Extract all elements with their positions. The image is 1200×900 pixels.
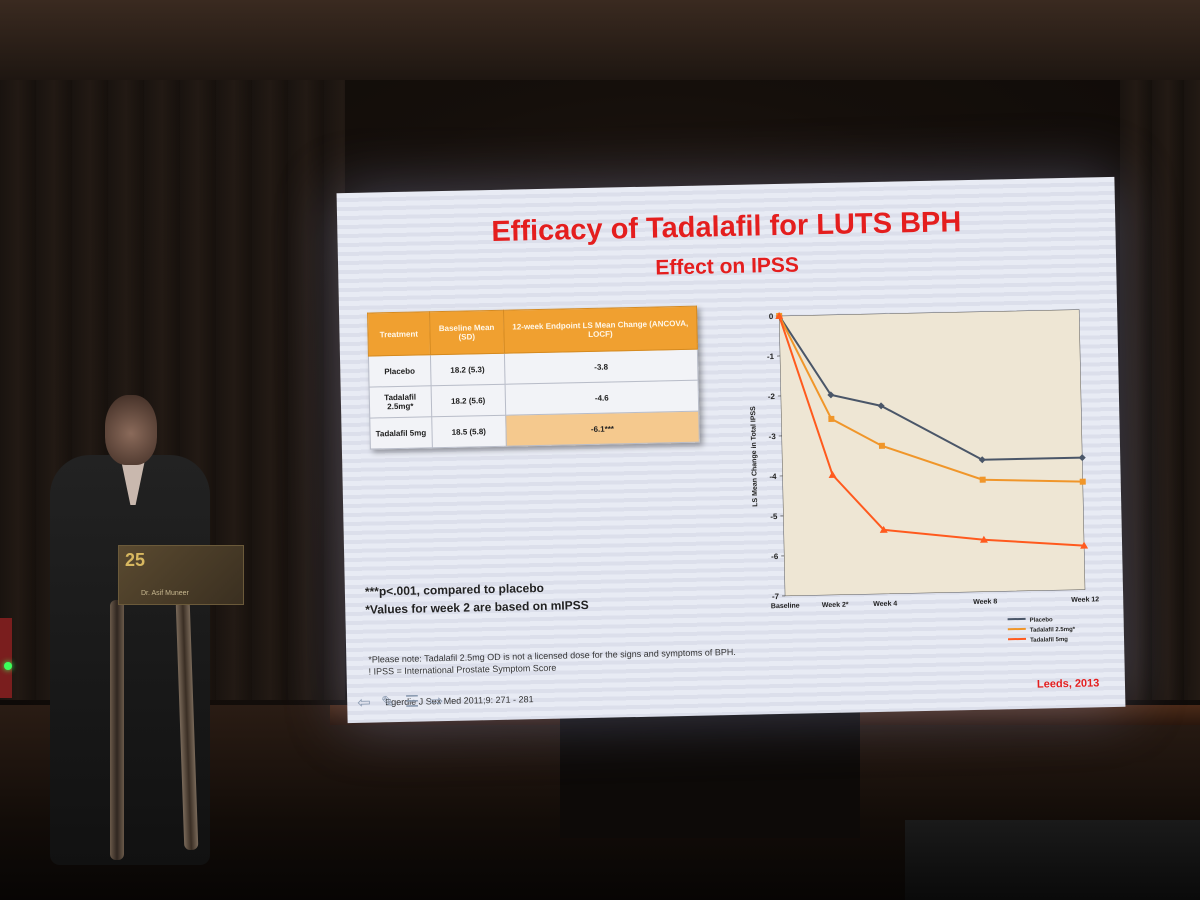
data-point (877, 402, 885, 410)
table-cell: -3.8 (504, 349, 699, 385)
data-point (828, 470, 837, 478)
data-point (1079, 478, 1086, 485)
chart-legend: Placebo Tadalafil 2.5mg* Tadalafil 5mg (1007, 617, 1076, 644)
menu-icon[interactable]: ☰ (404, 693, 420, 711)
curtain-right (1120, 80, 1200, 700)
data-point (827, 391, 835, 399)
slide-subtitle: Effect on IPSS (655, 253, 800, 280)
podium-stand-left (110, 600, 124, 860)
slide-credit: Leeds, 2013 (1036, 677, 1100, 691)
forward-arrow-icon[interactable]: ⇨ (429, 693, 444, 711)
back-arrow-icon[interactable]: ⇦ (357, 694, 371, 712)
table-row: Tadalafil 5mg 18.5 (5.8) -6.1*** (369, 411, 700, 450)
table-header: 12-week Endpoint LS Mean Change (ANCOVA,… (503, 306, 698, 354)
y-tick-label: 0 (769, 312, 774, 321)
data-point (1078, 454, 1086, 462)
chart-plot-area (778, 309, 1086, 597)
data-point (978, 456, 986, 464)
slide-nav: ⇦ ✎ ☰ ⇨ (357, 690, 487, 715)
table-cell: 18.2 (5.3) (430, 353, 505, 386)
y-tick-label: -1 (767, 352, 775, 361)
data-point (828, 415, 835, 422)
y-tick-label: -3 (769, 432, 777, 441)
podium-sign: 25 Dr. Asif Muneer (118, 545, 244, 605)
footnote-significance: ***p<.001, compared to placebo (364, 580, 545, 599)
y-tick-label: -6 (771, 552, 779, 561)
footnote-mipss: *Values for week 2 are based on mIPSS (365, 598, 589, 617)
y-axis-label: LS Mean Change in Total IPSS (750, 406, 759, 507)
stage-step (905, 820, 1200, 900)
x-tick-label: Baseline (771, 603, 800, 611)
side-device (0, 618, 12, 698)
speaker-head (105, 395, 157, 465)
podium-sign-name: Dr. Asif Muneer (141, 590, 189, 597)
note-ipss: ! IPSS = International Prostate Symptom … (368, 662, 557, 677)
table-header-row: Treatment Baseline Mean (SD) 12-week End… (367, 306, 698, 357)
podium-sign-number: 25 (125, 550, 146, 570)
x-tick-label: Week 4 (873, 601, 897, 609)
status-led (4, 662, 12, 670)
projection-screen: Efficacy of Tadalafil for LUTS BPH Effec… (336, 176, 1126, 724)
results-table: Treatment Baseline Mean (SD) 12-week End… (367, 306, 700, 450)
table-cell: Tadalafil 5mg (369, 416, 433, 450)
x-axis: Baseline Week 2* Week 4 Week 8 Week 12 (771, 596, 1100, 610)
table-header: Baseline Mean (SD) (429, 310, 505, 355)
y-tick-label: -5 (770, 512, 778, 521)
stage-monitor (560, 705, 860, 838)
chart-series-lines (775, 311, 1089, 549)
data-point (979, 476, 986, 483)
x-tick-label: Week 12 (1071, 596, 1099, 604)
data-point (879, 525, 888, 533)
table-cell: Tadalafil 2.5mg* (369, 385, 432, 419)
y-tick-label: -7 (772, 592, 780, 601)
table-cell: -4.6 (504, 380, 699, 416)
x-tick-label: Week 8 (973, 598, 997, 606)
table-cell: Placebo (368, 354, 431, 388)
table-header: Treatment (367, 311, 431, 357)
ceiling (0, 0, 1200, 80)
legend-label: Placebo (1030, 617, 1053, 623)
y-tick-label: -4 (769, 472, 777, 481)
slide-title: Efficacy of Tadalafil for LUTS BPH (491, 206, 962, 248)
pen-icon[interactable]: ✎ (380, 694, 395, 712)
ipss-line-chart: 0 -1 -2 -3 -4 -5 -6 -7 Baseline Week 2* Week 4 Wee… (750, 309, 1100, 644)
legend-label: Tadalafil 2.5mg* (1030, 627, 1076, 634)
table-cell-highlight: -6.1*** (505, 411, 700, 447)
x-tick-label: Week 2* (822, 602, 849, 610)
data-point (775, 311, 784, 320)
legend-label: Tadalafil 5mg (1030, 637, 1068, 644)
data-point (878, 442, 886, 449)
y-axis: 0 -1 -2 -3 -4 -5 -6 -7 (767, 312, 786, 601)
data-point (1080, 541, 1089, 549)
data-point (979, 535, 988, 543)
y-tick-label: -2 (768, 392, 776, 401)
table-cell: 18.5 (5.8) (431, 415, 507, 448)
table-cell: 18.2 (5.6) (430, 384, 506, 417)
